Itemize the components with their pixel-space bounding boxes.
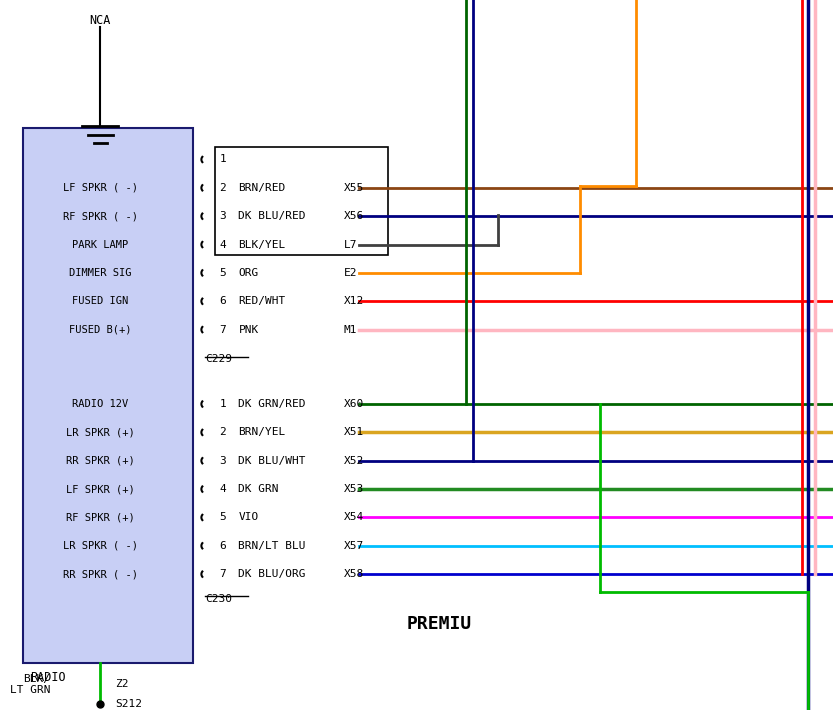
- Text: FUSED IGN: FUSED IGN: [72, 296, 128, 306]
- Text: PNK: PNK: [238, 324, 259, 334]
- Text: RADIO: RADIO: [30, 670, 66, 684]
- Bar: [215, 148, 387, 255]
- Text: DK GRN/RED: DK GRN/RED: [238, 399, 306, 409]
- Text: C229: C229: [206, 354, 232, 364]
- Text: X57: X57: [344, 541, 364, 551]
- Text: RADIO 12V: RADIO 12V: [72, 399, 128, 409]
- Text: DK GRN: DK GRN: [238, 484, 279, 494]
- Text: 1: 1: [219, 155, 227, 165]
- Text: 5: 5: [219, 268, 227, 278]
- Text: 3: 3: [219, 456, 227, 466]
- Text: RF SPKR (+): RF SPKR (+): [66, 513, 135, 523]
- Text: X12: X12: [344, 296, 364, 306]
- Text: 4: 4: [219, 484, 227, 494]
- Text: 7: 7: [219, 324, 227, 334]
- Text: BLK/YEL: BLK/YEL: [238, 239, 286, 249]
- Text: FUSED B(+): FUSED B(+): [69, 324, 132, 334]
- Text: NCA: NCA: [89, 14, 111, 27]
- Text: C230: C230: [206, 594, 232, 604]
- Text: BRN/RED: BRN/RED: [238, 183, 286, 193]
- Text: DIMMER SIG: DIMMER SIG: [69, 268, 132, 278]
- Text: RR SPKR (+): RR SPKR (+): [66, 456, 135, 466]
- Text: M1: M1: [344, 324, 357, 334]
- Text: PARK LAMP: PARK LAMP: [72, 239, 128, 249]
- Text: RF SPKR ( -): RF SPKR ( -): [62, 211, 137, 222]
- Bar: [23, 128, 193, 662]
- Text: L7: L7: [344, 239, 357, 249]
- Text: DK BLU/RED: DK BLU/RED: [238, 211, 306, 222]
- Text: E2: E2: [344, 268, 357, 278]
- Text: LR SPKR (+): LR SPKR (+): [66, 427, 135, 437]
- Text: 2: 2: [219, 427, 227, 437]
- Text: Z2: Z2: [115, 679, 128, 689]
- Text: LF SPKR ( -): LF SPKR ( -): [62, 183, 137, 193]
- Text: LR SPKR ( -): LR SPKR ( -): [62, 541, 137, 551]
- Text: 5: 5: [219, 513, 227, 523]
- Text: S212: S212: [115, 699, 142, 709]
- Text: RR SPKR ( -): RR SPKR ( -): [62, 569, 137, 579]
- Text: 2: 2: [219, 183, 227, 193]
- Text: X52: X52: [344, 456, 364, 466]
- Text: BRN/LT BLU: BRN/LT BLU: [238, 541, 306, 551]
- Text: X58: X58: [344, 569, 364, 579]
- Text: X56: X56: [344, 211, 364, 222]
- Text: ORG: ORG: [238, 268, 259, 278]
- Text: 1: 1: [219, 399, 227, 409]
- Text: PREMIU: PREMIU: [407, 615, 472, 633]
- Text: X55: X55: [344, 183, 364, 193]
- Text: LF SPKR (+): LF SPKR (+): [66, 484, 135, 494]
- Text: 4: 4: [219, 239, 227, 249]
- Text: X53: X53: [344, 484, 364, 494]
- Text: X60: X60: [344, 399, 364, 409]
- Text: 3: 3: [219, 211, 227, 222]
- Text: BRN/YEL: BRN/YEL: [238, 427, 286, 437]
- Text: VIO: VIO: [238, 513, 259, 523]
- Text: 7: 7: [219, 569, 227, 579]
- Text: 6: 6: [219, 296, 227, 306]
- Text: 6: 6: [219, 541, 227, 551]
- Text: DK BLU/ORG: DK BLU/ORG: [238, 569, 306, 579]
- Text: X54: X54: [344, 513, 364, 523]
- Text: RED/WHT: RED/WHT: [238, 296, 286, 306]
- Text: BLK/: BLK/: [23, 674, 51, 684]
- Text: DK BLU/WHT: DK BLU/WHT: [238, 456, 306, 466]
- Text: X51: X51: [344, 427, 364, 437]
- Text: LT GRN: LT GRN: [10, 684, 51, 694]
